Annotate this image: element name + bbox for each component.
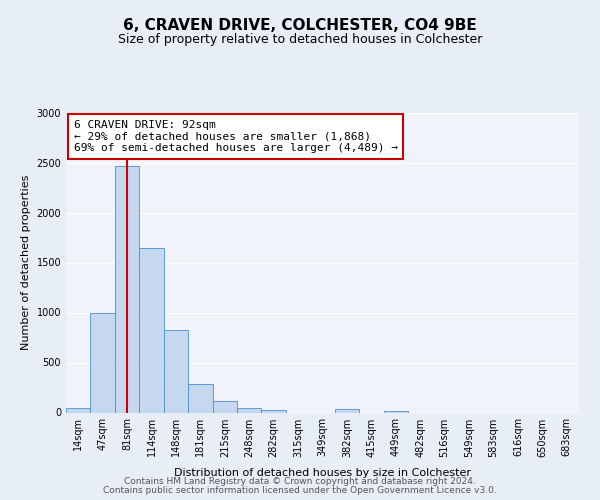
Bar (335, 408, 359, 412)
Bar (188, 384, 212, 412)
Bar (115, 166, 139, 412)
Bar (164, 330, 188, 412)
Text: Contains HM Land Registry data © Crown copyright and database right 2024.: Contains HM Land Registry data © Crown c… (124, 477, 476, 486)
Bar (66, 408, 91, 412)
Bar (139, 248, 164, 412)
Bar (91, 312, 115, 412)
X-axis label: Distribution of detached houses by size in Colchester: Distribution of detached houses by size … (174, 468, 471, 478)
Text: Size of property relative to detached houses in Colchester: Size of property relative to detached ho… (118, 32, 482, 46)
Bar (383, 411, 408, 412)
Bar (262, 410, 286, 412)
Text: Contains public sector information licensed under the Open Government Licence v3: Contains public sector information licen… (103, 486, 497, 495)
Text: 6 CRAVEN DRIVE: 92sqm
← 29% of detached houses are smaller (1,868)
69% of semi-d: 6 CRAVEN DRIVE: 92sqm ← 29% of detached … (74, 120, 398, 153)
Text: 6, CRAVEN DRIVE, COLCHESTER, CO4 9BE: 6, CRAVEN DRIVE, COLCHESTER, CO4 9BE (123, 18, 477, 32)
Y-axis label: Number of detached properties: Number of detached properties (21, 175, 31, 350)
Bar (212, 400, 237, 412)
Bar (237, 408, 262, 412)
